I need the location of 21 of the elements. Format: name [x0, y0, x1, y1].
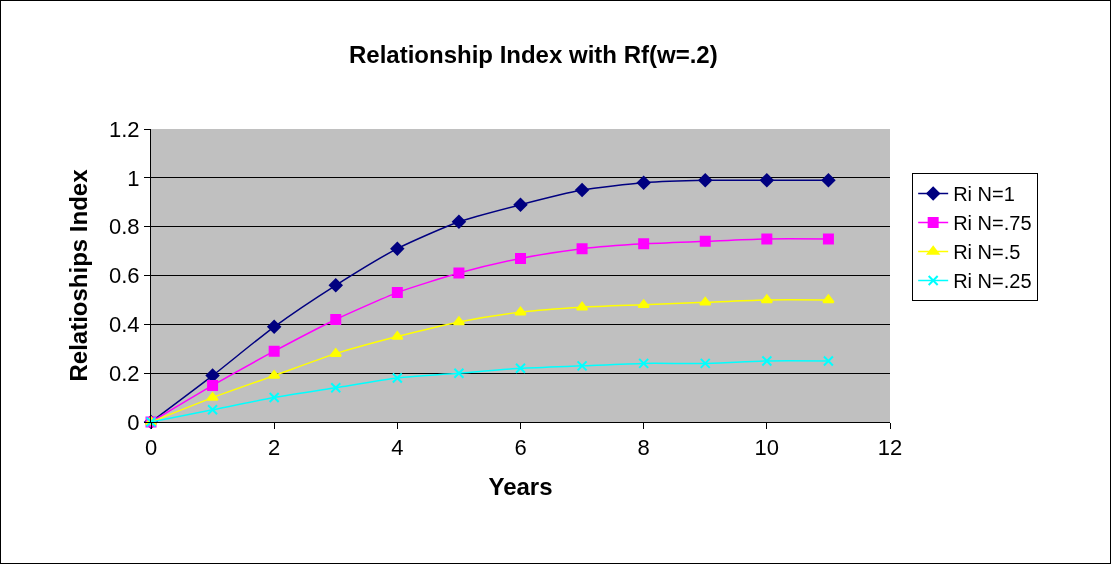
x-tick-label: 6	[514, 435, 527, 461]
x-tick-label: 8	[637, 435, 650, 461]
y-tick-label: 0.6	[109, 263, 140, 289]
x-tick-label: 2	[268, 435, 281, 461]
legend-label: Ri N=.5	[953, 241, 1021, 264]
y-tick-label: 0.8	[109, 214, 140, 240]
y-tick-label: 0.2	[109, 360, 140, 386]
y-tick-label: 1.2	[109, 116, 140, 142]
y-axis-title: Relatioships Index	[65, 168, 93, 382]
x-tick-label: 10	[754, 435, 780, 461]
x-tick-label: 0	[144, 435, 158, 461]
y-tick-label: 0	[127, 409, 140, 435]
x-axis-title: Years	[488, 472, 553, 500]
chart-title: Relationship Index with Rf(w=.2)	[348, 40, 718, 68]
legend-label: Ri N=.25	[953, 270, 1032, 293]
x-tick-label: 12	[877, 435, 903, 461]
y-tick-label: 1	[127, 165, 140, 191]
legend-label: Ri N=1	[953, 183, 1015, 206]
legend-label: Ri N=.75	[953, 212, 1032, 235]
y-tick-label: 0.4	[109, 312, 140, 338]
x-tick-label: 4	[391, 435, 404, 461]
